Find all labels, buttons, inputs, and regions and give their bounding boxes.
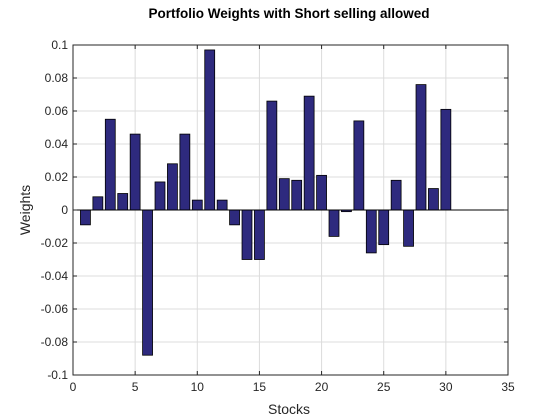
y-tick-label: 0.06	[45, 104, 69, 118]
bar-25	[378, 209, 390, 246]
y-tick-label: -0.08	[41, 335, 69, 349]
y-tick-label: -0.02	[41, 236, 69, 250]
bar-16	[266, 100, 278, 211]
y-tick-label: 0.02	[45, 170, 69, 184]
bars	[80, 49, 452, 356]
bar-26	[390, 179, 402, 211]
bar-17	[278, 178, 290, 211]
bar-23	[353, 120, 365, 211]
bar-27	[403, 209, 414, 247]
bar-15	[254, 209, 265, 260]
bar-5	[129, 133, 141, 211]
x-tick-label: 20	[315, 380, 329, 394]
bar-13	[229, 209, 240, 226]
x-tick-label: 10	[191, 380, 205, 394]
y-tick-label: 0.08	[45, 71, 69, 85]
bar-12	[216, 199, 228, 211]
x-tick-label: 0	[70, 380, 77, 394]
bar-21	[328, 209, 340, 237]
y-tick-label: -0.06	[41, 302, 69, 316]
x-tick-label: 35	[501, 380, 515, 394]
bar-18	[291, 179, 303, 211]
y-tick-labels: -0.1 -0.08 -0.06 -0.04 -0.02 0 0.02 0.04 0.06 0.0…	[41, 38, 508, 382]
chart-title: Portfolio Weights with Short selling all…	[148, 6, 429, 21]
y-tick-label: 0.1	[51, 38, 68, 52]
y-tick-label: -0.04	[41, 269, 69, 283]
bar-3	[104, 118, 116, 211]
x-tick-labels: 0 5 10 15 20 25 30 35	[70, 45, 515, 394]
x-tick-label: 30	[439, 380, 453, 394]
y-axis-label: Weights	[17, 185, 33, 235]
bar-19	[303, 95, 315, 211]
bar-9	[179, 133, 191, 211]
bar-20	[316, 174, 327, 211]
bar-14	[241, 209, 253, 260]
x-axis-label: Stocks	[268, 401, 310, 417]
bar-2	[92, 196, 104, 211]
y-tick-label: -0.1	[47, 368, 68, 382]
bar-8	[167, 163, 178, 211]
bar-30	[440, 108, 452, 211]
bar-28	[415, 84, 427, 211]
x-tick-label: 5	[132, 380, 139, 394]
x-tick-label: 15	[253, 380, 267, 394]
bar-1	[80, 209, 91, 226]
x-tick-label: 25	[377, 380, 391, 394]
bar-10	[191, 199, 203, 211]
y-tick-label: 0.04	[45, 137, 69, 151]
bar-24	[365, 209, 377, 254]
bar-11	[204, 49, 216, 211]
bar-6	[142, 209, 153, 356]
bar-29	[428, 188, 439, 211]
bar-4	[117, 193, 129, 211]
bar-7	[154, 181, 166, 211]
y-tick-label: 0	[61, 203, 68, 217]
